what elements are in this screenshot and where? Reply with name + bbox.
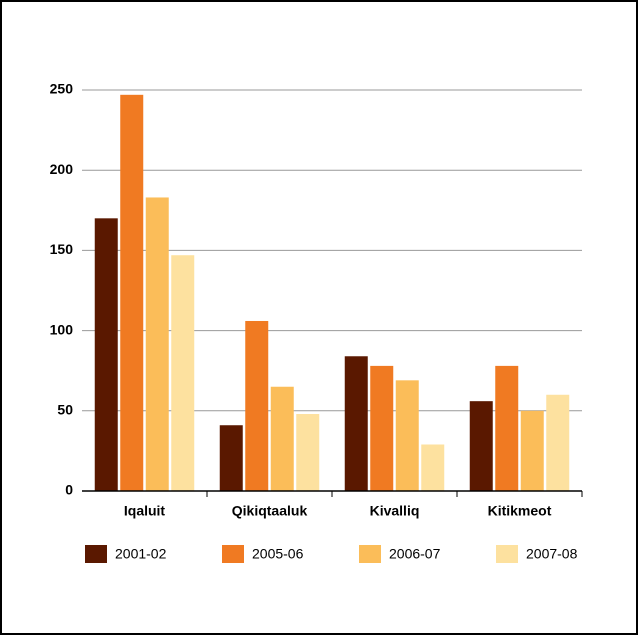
legend-swatch bbox=[496, 545, 518, 563]
legend-label: 2001-02 bbox=[115, 546, 167, 562]
legend-swatch bbox=[222, 545, 244, 563]
bar bbox=[370, 365, 394, 491]
x-tick-label: Qikiqtaaluk bbox=[232, 503, 308, 519]
legend-label: 2006-07 bbox=[389, 546, 441, 562]
bar bbox=[520, 410, 544, 491]
y-tick-label: 0 bbox=[65, 482, 73, 498]
bar bbox=[344, 356, 368, 491]
legend-label: 2005-06 bbox=[252, 546, 304, 562]
bar bbox=[171, 255, 195, 491]
x-tick-label: Iqaluit bbox=[124, 503, 166, 519]
bar bbox=[495, 365, 519, 491]
bar bbox=[421, 444, 445, 491]
y-tick-label: 250 bbox=[50, 81, 74, 97]
bar bbox=[94, 218, 118, 491]
y-tick-label: 200 bbox=[50, 161, 74, 177]
x-tick-label: Kivalliq bbox=[370, 503, 420, 519]
legend-swatch bbox=[85, 545, 107, 563]
bar bbox=[219, 425, 243, 491]
bar bbox=[469, 401, 493, 491]
x-tick-label: Kitikmeot bbox=[488, 503, 552, 519]
bar bbox=[120, 94, 144, 491]
bar bbox=[296, 414, 320, 491]
legend-label: 2007-08 bbox=[526, 546, 578, 562]
y-tick-label: 100 bbox=[50, 321, 74, 337]
bar bbox=[145, 197, 169, 491]
bar bbox=[395, 380, 419, 491]
bar bbox=[270, 386, 294, 491]
bar bbox=[245, 320, 269, 491]
legend-swatch bbox=[359, 545, 381, 563]
y-tick-label: 150 bbox=[50, 241, 74, 257]
bar bbox=[546, 394, 570, 491]
y-tick-label: 50 bbox=[57, 402, 73, 418]
